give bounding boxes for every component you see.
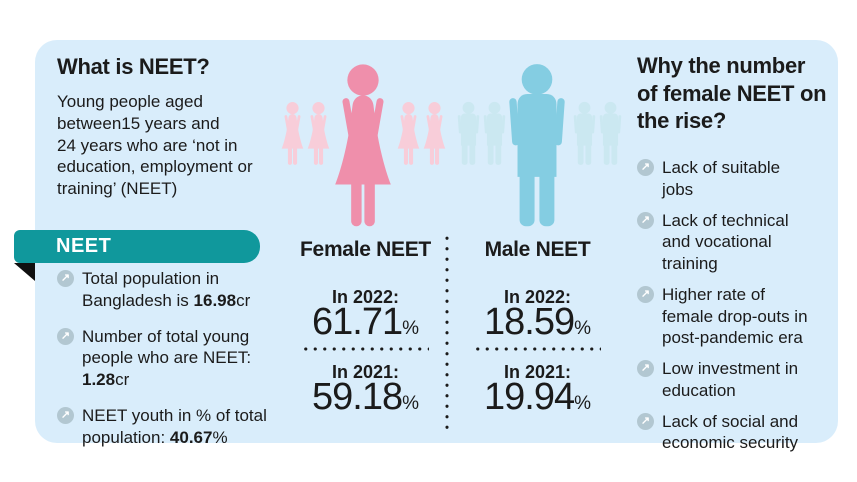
banner-fold-triangle	[14, 263, 35, 281]
list-item: ↗ Higher rate of female drop-outs in pos…	[637, 284, 815, 349]
stat-value: 18.59%	[484, 301, 591, 343]
list-item: ↗ Low investment in education	[637, 358, 815, 402]
female-figure-large-icon	[324, 62, 402, 229]
reason-text: Lack of social and economic security	[662, 411, 799, 453]
arrow-up-right-icon: ↗	[637, 360, 654, 377]
fact-total-population: Total population in Bangladesh is 16.98c…	[82, 269, 251, 310]
arrow-up-right-icon: ↗	[57, 327, 74, 345]
arrow-up-right-icon: ↗	[637, 211, 654, 229]
female-neet-stats: Female NEET In 2022: 61.71% In 2021: 59.…	[293, 238, 438, 418]
list-item: ↗ Lack of technical and vocational train…	[637, 210, 815, 275]
reason-text: Higher rate of female drop-outs in post-…	[662, 284, 808, 348]
male-figure-small-icon	[571, 101, 598, 166]
stat-year-label: In 2022:	[331, 287, 400, 307]
reason-text: Low investment in education	[662, 359, 799, 400]
male-neet-stats: Male NEET In 2022: 18.59% In 2021: 19.94…	[465, 238, 610, 418]
neet-banner-label: NEET	[56, 235, 112, 257]
what-is-neet-heading: What is NEET?	[57, 54, 210, 79]
male-figure-small-icon	[455, 101, 482, 166]
reason-text: Lack of suitable jobs	[662, 158, 781, 199]
reason-text: Lack of technical and vocational trainin…	[662, 210, 789, 274]
male-figure-small-icon	[597, 101, 624, 166]
list-item: ↗ Total population in Bangladesh is 16.9…	[57, 268, 279, 312]
arrow-up-right-icon: ↗	[57, 270, 74, 287]
male-figure-large-icon	[499, 62, 575, 229]
stat-value: 19.94%	[484, 376, 591, 418]
female-neet-title: Female NEET	[300, 238, 431, 261]
fact-neet-percentage: NEET youth in % of total population: 40.…	[82, 405, 267, 447]
stat-year-label: In 2021:	[503, 362, 572, 382]
left-bullet-list: ↗ Total population in Bangladesh is 16.9…	[57, 268, 279, 462]
stat-value: 61.71%	[312, 301, 419, 343]
arrow-up-right-icon: ↗	[57, 406, 74, 424]
why-rise-heading: Why the number of female NEET on the ris…	[637, 53, 827, 133]
arrow-up-right-icon: ↗	[637, 285, 654, 303]
list-item: ↗ Lack of social and economic security	[637, 411, 815, 455]
fact-total-neet: Number of total young people who are NEE…	[82, 326, 252, 390]
right-bullet-list: ↗ Lack of suitable jobs ↗ Lack of techni…	[637, 157, 815, 463]
arrow-up-right-icon: ↗	[637, 412, 654, 430]
vertical-dotted-divider	[445, 233, 449, 430]
neet-banner: NEET	[14, 230, 260, 263]
dotted-divider	[473, 347, 601, 351]
female-figure-small-icon	[421, 101, 448, 166]
male-neet-title: Male NEET	[484, 238, 591, 261]
arrow-up-right-icon: ↗	[637, 159, 654, 176]
stat-value: 59.18%	[312, 376, 419, 418]
female-figure-small-icon	[279, 101, 306, 166]
neet-definition-text: Young people aged between15 years and 24…	[57, 92, 253, 198]
dotted-divider	[301, 347, 429, 351]
list-item: ↗ Lack of suitable jobs	[637, 157, 815, 201]
stat-year-label: In 2022:	[503, 287, 572, 307]
stat-year-label: In 2021:	[331, 362, 400, 382]
list-item: ↗ Number of total young people who are N…	[57, 326, 279, 391]
list-item: ↗ NEET youth in % of total population: 4…	[57, 405, 279, 449]
